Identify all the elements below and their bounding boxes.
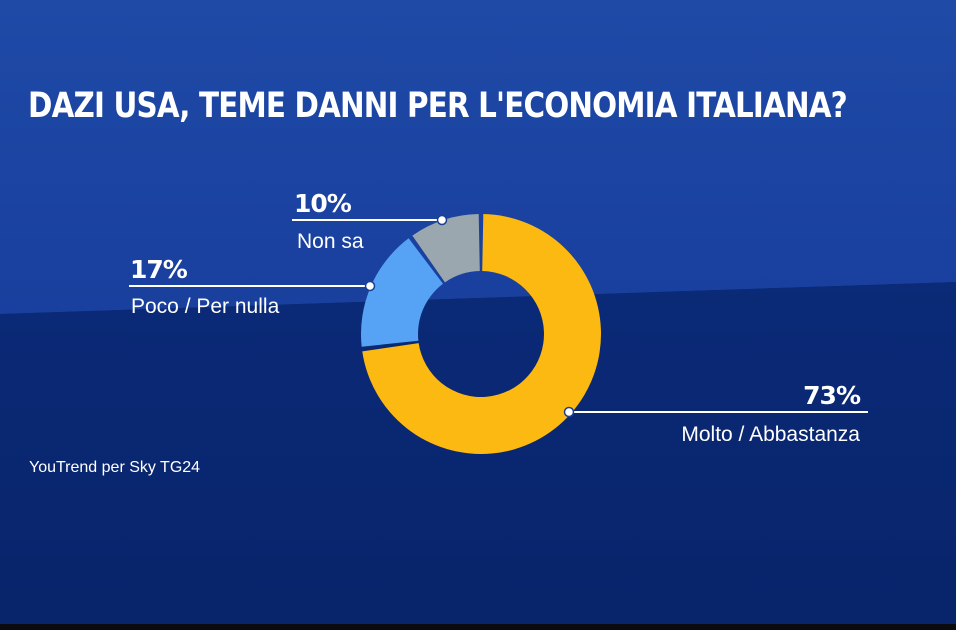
slice-molto: [362, 214, 601, 454]
slice-label-molto: Molto / Abbastanza: [681, 423, 860, 446]
slice-non-sa: [412, 214, 480, 283]
chart-title: DAZI USA, TEME DANNI PER L'ECONOMIA ITAL…: [28, 86, 848, 126]
leader-molto-dot: [563, 406, 575, 418]
pct-label-non-sa: 10%: [294, 189, 352, 218]
leader-poco-dot: [364, 280, 376, 292]
leader-non-sa-dot: [436, 214, 448, 226]
slice-poco: [361, 238, 443, 347]
bottom-bar: [0, 624, 956, 630]
slice-label-non-sa: Non sa: [297, 230, 364, 253]
source-credit: YouTrend per Sky TG24: [29, 459, 201, 476]
label-leaders: [129, 214, 868, 418]
donut-slices: [361, 214, 601, 454]
pct-label-molto: 73%: [803, 381, 861, 410]
slice-label-poco: Poco / Per nulla: [131, 295, 280, 318]
pct-label-poco: 17%: [130, 255, 188, 284]
